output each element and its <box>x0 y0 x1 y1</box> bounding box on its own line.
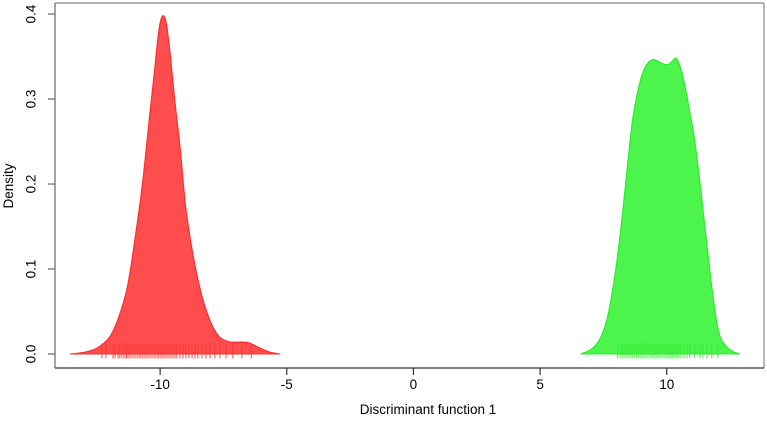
x-tick-label: -10 <box>150 377 170 392</box>
x-tick-label: 10 <box>659 377 674 392</box>
y-tick-label: 0.1 <box>24 260 39 279</box>
density-outline-group-1 <box>70 14 281 355</box>
density-area-group-1 <box>70 15 281 355</box>
y-tick-label: 0.4 <box>24 4 39 23</box>
y-tick-label: 0.0 <box>24 345 39 364</box>
x-tick-label: 5 <box>536 377 544 392</box>
y-axis-title: Density <box>1 163 16 208</box>
x-tick-label: 0 <box>410 377 418 392</box>
density-area-group-2 <box>580 58 741 354</box>
x-axis-title: Discriminant function 1 <box>360 402 497 417</box>
x-tick-label: -5 <box>281 377 293 392</box>
y-tick-label: 0.3 <box>24 90 39 109</box>
density-outline-group-2 <box>580 57 741 355</box>
y-tick-label: 0.2 <box>24 175 39 194</box>
